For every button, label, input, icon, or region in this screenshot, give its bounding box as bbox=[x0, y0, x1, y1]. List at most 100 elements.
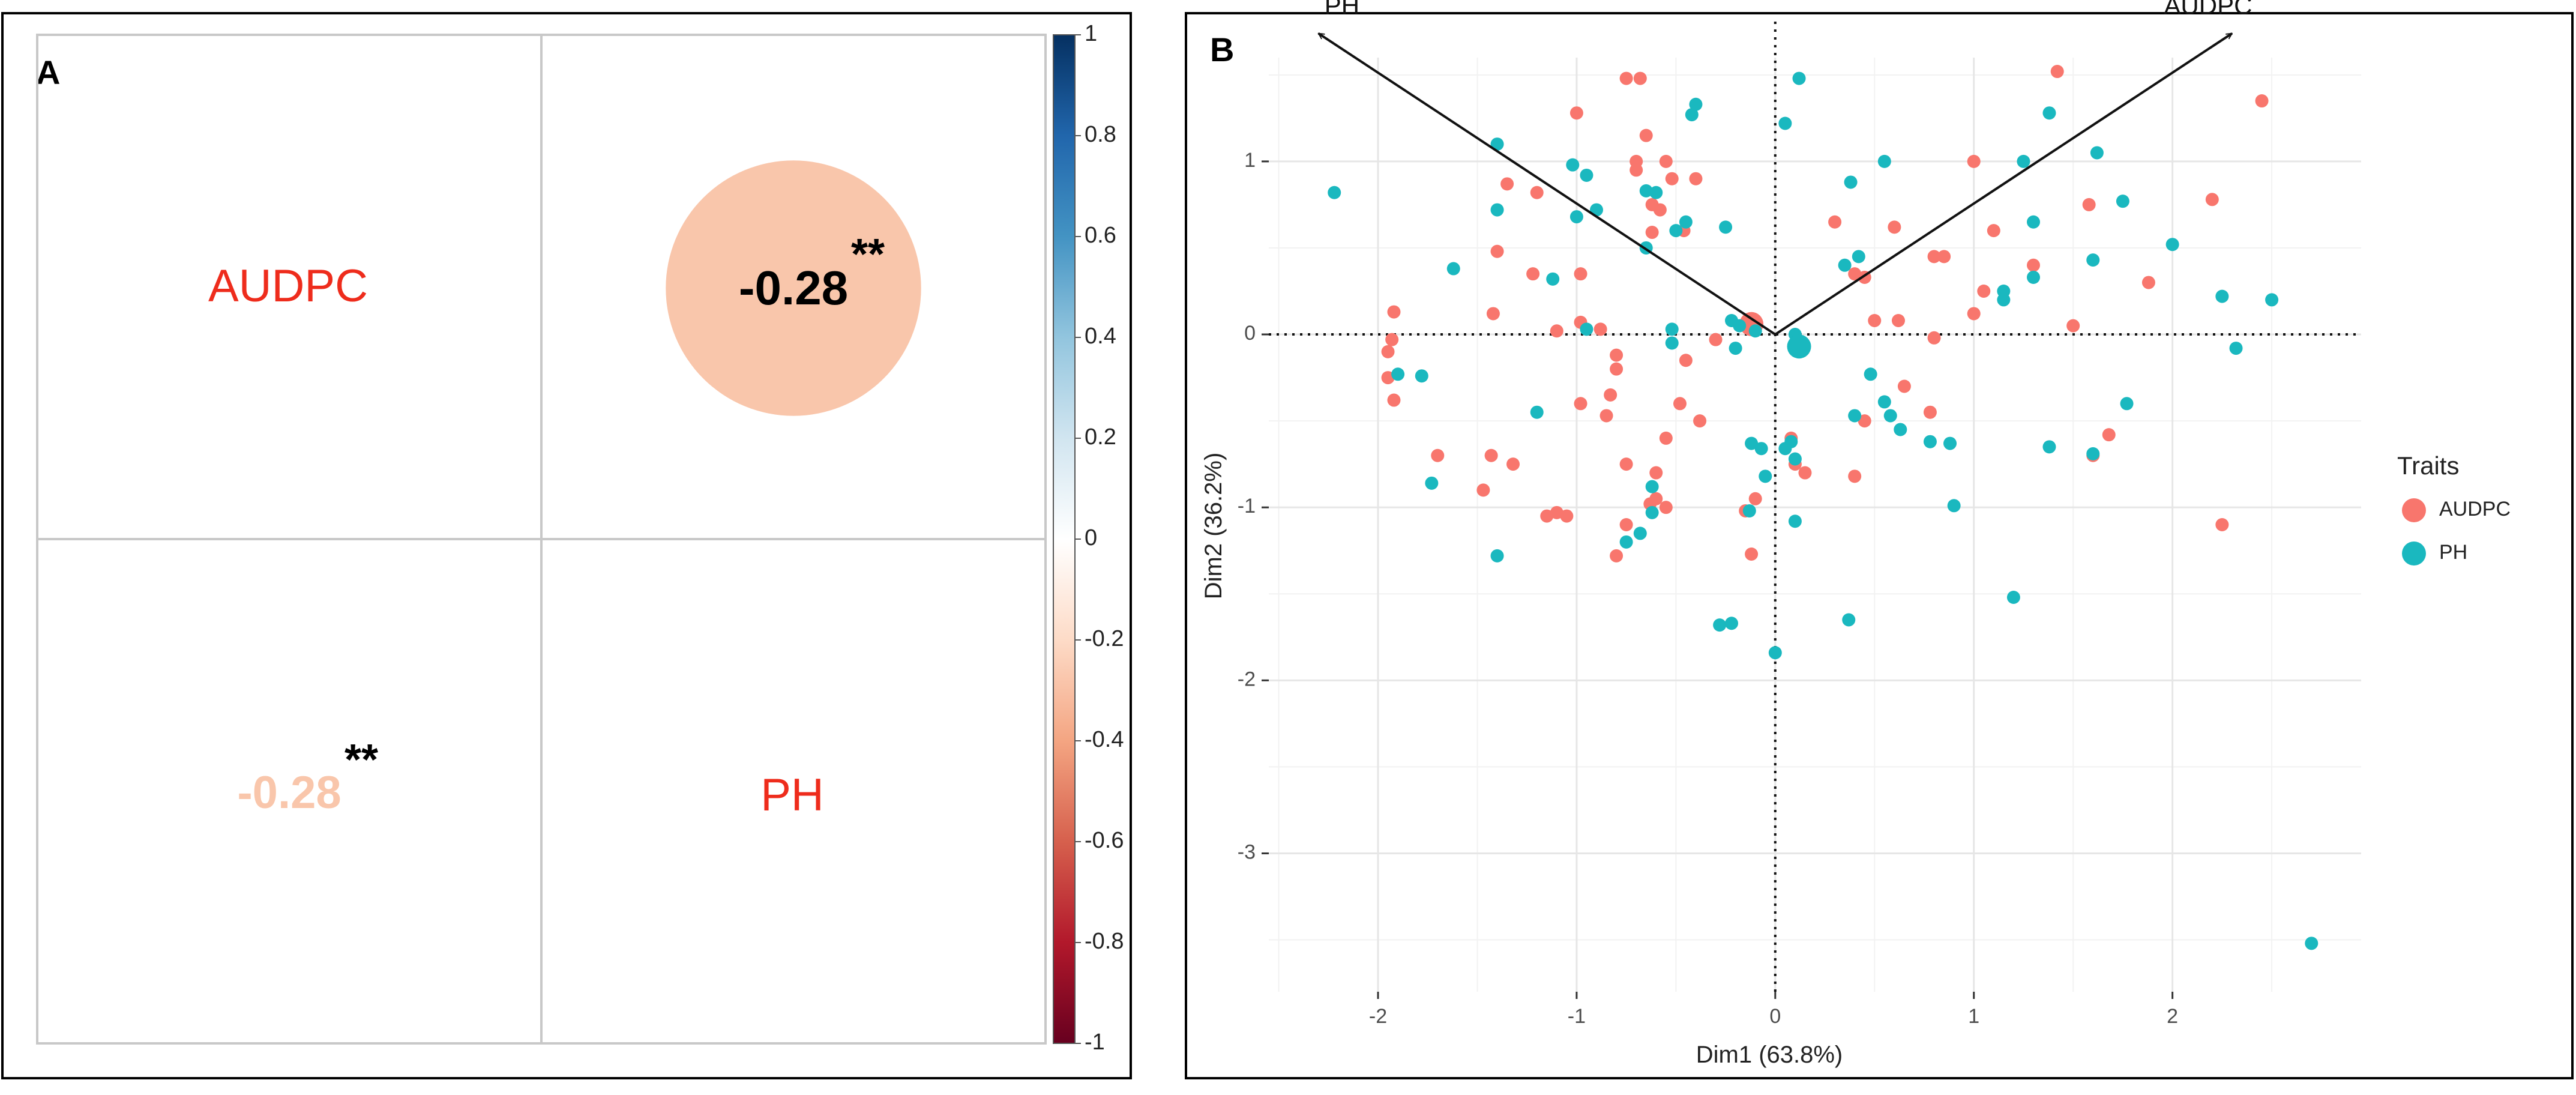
point-audpc bbox=[1619, 457, 1633, 471]
y-tick-label: 0 bbox=[1244, 322, 1256, 345]
point-audpc bbox=[1923, 405, 1937, 419]
point-audpc bbox=[1599, 409, 1613, 423]
point-audpc bbox=[1387, 305, 1401, 319]
point-audpc bbox=[1526, 267, 1540, 281]
point-ph bbox=[1754, 442, 1768, 456]
point-ph bbox=[1645, 505, 1659, 519]
colorbar: 1 0.8 0.6 0.4 0.2 0 -0.2 -0.4 -0.6 -0.8 -1 bbox=[1053, 21, 1124, 1055]
point-audpc bbox=[1709, 333, 1723, 346]
point-ph bbox=[1759, 469, 1772, 483]
point-audpc bbox=[1633, 71, 1647, 85]
point-ph bbox=[1645, 480, 1659, 493]
colorbar-tick-label: 1 bbox=[1085, 21, 1097, 46]
point-audpc bbox=[2050, 65, 2064, 79]
point-ph bbox=[1788, 514, 1802, 528]
point-audpc bbox=[1550, 505, 1563, 519]
point-audpc bbox=[1848, 469, 1862, 483]
pca-points bbox=[1328, 65, 2319, 950]
point-ph bbox=[1580, 168, 1593, 182]
point-audpc bbox=[1645, 198, 1659, 211]
point-ph bbox=[1788, 452, 1802, 466]
y-tick-label: 1 bbox=[1244, 149, 1256, 172]
point-audpc bbox=[1645, 226, 1659, 240]
point-ph bbox=[1842, 613, 1856, 627]
colorbar-tick-label: 0 bbox=[1085, 525, 1097, 551]
y-axis-label: Dim2 (36.2%) bbox=[1200, 453, 1227, 600]
point-audpc bbox=[1897, 379, 1911, 393]
point-audpc bbox=[1550, 324, 1563, 338]
x-tick-label: 2 bbox=[2167, 1005, 2178, 1028]
x-tick-label: -2 bbox=[1369, 1005, 1387, 1028]
point-ph bbox=[2027, 270, 2040, 284]
point-ph bbox=[2305, 937, 2319, 950]
point-ph bbox=[1713, 618, 1727, 632]
point-audpc bbox=[1484, 448, 1498, 462]
upper-value-label: -0.28 bbox=[739, 261, 848, 315]
point-ph bbox=[1997, 285, 2011, 298]
point-audpc bbox=[2205, 193, 2219, 207]
point-ph bbox=[1490, 549, 1504, 563]
point-audpc bbox=[2255, 94, 2269, 108]
point-audpc bbox=[1967, 154, 1981, 168]
point-audpc bbox=[1888, 220, 1901, 234]
diag-label-audpc: AUDPC bbox=[208, 261, 368, 312]
point-audpc bbox=[2215, 518, 2229, 531]
point-audpc bbox=[1693, 414, 1707, 428]
point-ph bbox=[1669, 224, 1683, 238]
point-ph bbox=[1546, 272, 1560, 286]
arrow-audpc bbox=[1774, 32, 2232, 336]
point-audpc bbox=[2082, 198, 2096, 211]
pca-gridlines bbox=[1269, 58, 2361, 992]
point-audpc bbox=[1977, 285, 1991, 298]
point-ph bbox=[1639, 184, 1653, 198]
lower-value-label: -0.28 bbox=[237, 767, 341, 818]
point-audpc bbox=[1798, 466, 1812, 480]
colorbar-tick-label: 0.4 bbox=[1085, 324, 1116, 349]
point-audpc bbox=[1476, 483, 1490, 497]
point-ph bbox=[2027, 215, 2040, 229]
point-ph bbox=[1877, 395, 1891, 409]
point-audpc bbox=[1745, 547, 1759, 561]
point-audpc bbox=[1665, 172, 1679, 186]
point-ph bbox=[1328, 186, 1341, 199]
legend-label-ph: PH bbox=[2439, 541, 2467, 564]
correlation-grid bbox=[36, 34, 1047, 1045]
point-ph bbox=[1566, 158, 1580, 172]
point-ph bbox=[1619, 535, 1633, 549]
point-audpc bbox=[1679, 354, 1693, 367]
colorbar-tick-label: -0.4 bbox=[1085, 727, 1124, 752]
point-audpc bbox=[1530, 186, 1544, 199]
point-ph bbox=[2090, 146, 2104, 160]
point-ph bbox=[1446, 262, 1460, 276]
arrow-ph bbox=[1319, 32, 1776, 336]
point-ph bbox=[1848, 409, 1862, 423]
panel-a-label: A bbox=[36, 53, 60, 91]
point-audpc bbox=[1868, 313, 1882, 327]
point-audpc bbox=[2102, 428, 2116, 442]
point-ph bbox=[1689, 97, 1703, 111]
pca-arrows: PH AUDPC bbox=[1319, 0, 2252, 336]
point-audpc bbox=[1639, 128, 1653, 142]
point-ph bbox=[1784, 435, 1798, 448]
panel-b-border bbox=[1185, 12, 2574, 1079]
colorbar-tick-label: -0.6 bbox=[1085, 828, 1124, 853]
arrow-label-ph: PH bbox=[1325, 0, 1359, 20]
point-audpc bbox=[1891, 313, 1905, 327]
point-ph bbox=[1883, 409, 1897, 423]
point-audpc bbox=[1387, 393, 1401, 407]
point-ph bbox=[1745, 436, 1759, 450]
point-ph bbox=[2086, 447, 2100, 460]
point-ph bbox=[2265, 293, 2279, 307]
point-audpc bbox=[2027, 258, 2040, 272]
point-audpc bbox=[1659, 431, 1673, 445]
y-tick-label: -3 bbox=[1238, 840, 1256, 863]
point-audpc bbox=[1987, 224, 2000, 238]
legend-key-audpc bbox=[2402, 498, 2426, 522]
point-ph bbox=[1778, 116, 1792, 130]
point-audpc bbox=[1619, 518, 1633, 531]
legend: Traits AUDPC PH bbox=[2397, 451, 2511, 566]
point-ph bbox=[1852, 250, 1865, 264]
point-audpc bbox=[1540, 509, 1554, 523]
point-audpc bbox=[1610, 348, 1624, 362]
panel-a-border bbox=[1, 12, 1132, 1079]
